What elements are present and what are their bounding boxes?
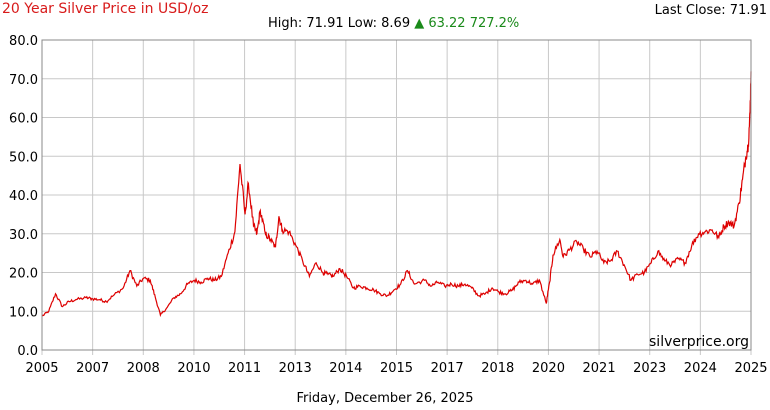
y-tick-label: 60.0 [9, 112, 38, 127]
x-tick-label: 2007 [76, 361, 109, 376]
x-tick-label: 2010 [177, 361, 210, 376]
x-tick-label: 2014 [329, 361, 362, 376]
high-low-text: High: 71.91 Low: 8.69 [268, 16, 411, 31]
x-tick-label: 2008 [127, 361, 160, 376]
x-tick-label: 2018 [481, 361, 514, 376]
last-close-label: Last Close: 71.91 [654, 3, 767, 18]
x-tick-label: 2024 [684, 361, 717, 376]
x-tick-label: 2020 [532, 361, 565, 376]
plot-frame [41, 39, 752, 351]
footer-date: Friday, December 26, 2025 [296, 391, 474, 406]
y-tick-label: 70.0 [9, 73, 38, 88]
x-tick-label: 2025 [734, 361, 767, 376]
y-tick-label: 80.0 [9, 34, 38, 49]
y-tick-label: 0.0 [17, 344, 38, 359]
x-axis-ticks: 2005 2007 2008 2010 2011 2013 2014 2015 2017 2018… [25, 361, 767, 376]
x-tick-label: 2005 [25, 361, 58, 376]
price-stats: High: 71.91 Low: 8.69 ▲ 63.22 727.2% [268, 16, 519, 31]
change-text: ▲ 63.22 727.2% [414, 16, 520, 31]
y-tick-label: 10.0 [9, 305, 38, 320]
y-tick-label: 50.0 [9, 150, 38, 165]
x-tick-label: 2021 [583, 361, 616, 376]
y-axis-ticks: 0.0 10.0 20.0 30.0 40.0 50.0 60.0 70.0 80.0 [9, 34, 38, 359]
watermark-text: silverprice.org [649, 334, 749, 350]
y-tick-label: 20.0 [9, 267, 38, 282]
y-tick-label: 40.0 [9, 189, 38, 204]
y-tick-label: 30.0 [9, 228, 38, 243]
x-tick-label: 2023 [633, 361, 666, 376]
x-tick-label: 2017 [431, 361, 464, 376]
chart-grid [41, 39, 752, 355]
x-tick-label: 2015 [380, 361, 413, 376]
x-tick-label: 2013 [279, 361, 312, 376]
x-tick-label: 2011 [228, 361, 261, 376]
chart-title: 20 Year Silver Price in USD/oz [2, 1, 209, 17]
price-series-line [41, 71, 752, 318]
